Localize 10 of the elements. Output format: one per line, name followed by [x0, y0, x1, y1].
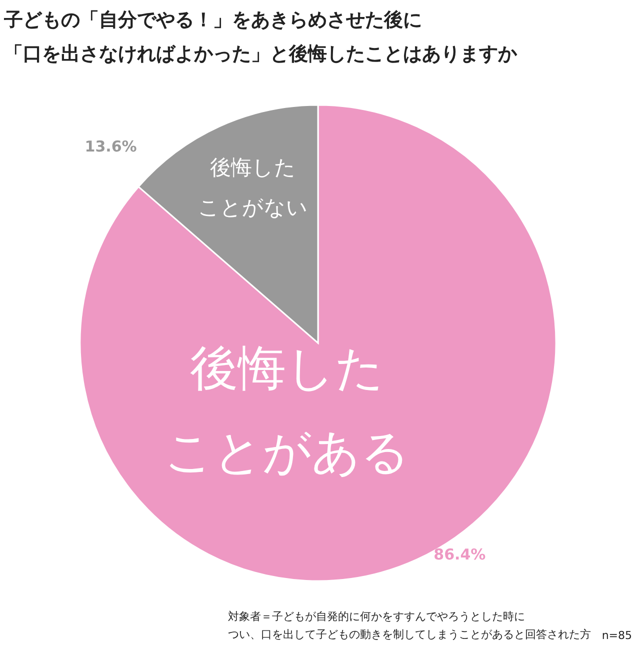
text: つい、口を出して子どもの動きを制してしまうことがあると回答された方 [228, 628, 591, 641]
pie-slice [80, 104, 557, 582]
chart-subtitle: 「口を出さなければよかった」と後悔したことはありますか [4, 43, 518, 65]
slice-label: 後悔したことがある [164, 340, 410, 480]
text: 対象者＝子どもが自発的に何かをすすんでやろうとした時に [228, 610, 525, 623]
chart-title: 子どもの「自分でやる！」をあきらめさせた後に [3, 9, 422, 31]
slice-label: 後悔したことがない [198, 155, 308, 220]
data-label: 13.6% [84, 137, 137, 156]
data-label: 86.4% [434, 546, 486, 564]
text: n=85 [602, 629, 632, 642]
